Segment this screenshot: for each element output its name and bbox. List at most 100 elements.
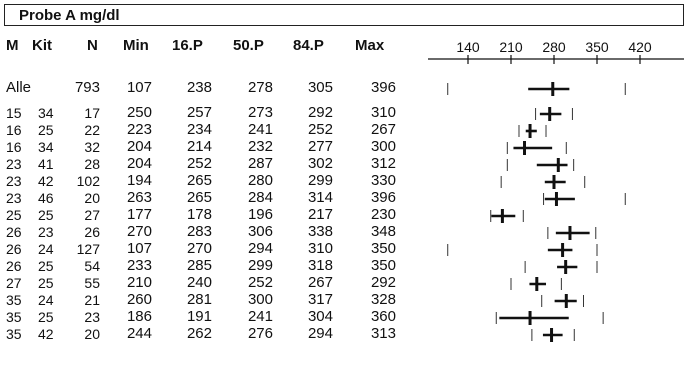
cell-p16: 252	[186, 155, 212, 172]
row-kit: 24	[38, 241, 54, 257]
cell-max: 396	[370, 79, 396, 96]
cell-p16: 265	[186, 172, 212, 189]
title-box: Probe A mg/dl	[4, 4, 684, 26]
row-kit: 25	[38, 275, 54, 291]
cell-min: 177	[126, 206, 152, 223]
header-p50: 50.P	[233, 37, 264, 54]
row-kit: 34	[38, 139, 54, 155]
cell-min: 210	[126, 274, 152, 291]
cell-p84: 292	[307, 104, 333, 121]
cell-min: 233	[126, 257, 152, 274]
cell-n: 27	[84, 207, 100, 223]
cell-min: 107	[126, 240, 152, 257]
cell-p84: 302	[307, 155, 333, 172]
cell-max: 350	[370, 257, 396, 274]
cell-min: 186	[126, 308, 152, 325]
cell-p84: 304	[307, 308, 333, 325]
row-m: 26	[6, 224, 22, 240]
cell-n: 102	[76, 173, 100, 189]
x-tick-label: 280	[542, 39, 566, 55]
cell-max: 267	[370, 121, 396, 138]
x-tick-label: 350	[585, 39, 609, 55]
cell-p16: 283	[186, 223, 212, 240]
cell-p84: 277	[307, 138, 333, 155]
row-m: 26	[6, 241, 22, 257]
cell-max: 350	[370, 240, 396, 257]
cell-p50: 299	[247, 257, 273, 274]
cell-p84: 217	[307, 206, 333, 223]
cell-p84: 310	[307, 240, 333, 257]
cell-min: 270	[126, 223, 152, 240]
cell-n: 32	[84, 139, 100, 155]
cell-p84: 314	[307, 189, 333, 206]
header-p84: 84.P	[293, 37, 324, 54]
cell-p50: 284	[247, 189, 273, 206]
cell-p16: 281	[186, 291, 212, 308]
cell-p84: 299	[307, 172, 333, 189]
cell-n: 55	[84, 275, 100, 291]
row-kit: 25	[38, 122, 54, 138]
cell-p84: 252	[307, 121, 333, 138]
cell-min: 204	[126, 155, 152, 172]
cell-n: 21	[84, 292, 100, 308]
cell-min: 263	[126, 189, 152, 206]
row-m: 15	[6, 105, 22, 121]
row-m: 16	[6, 139, 22, 155]
cell-p50: 232	[247, 138, 273, 155]
cell-p84: 294	[307, 325, 333, 342]
cell-n: 20	[84, 190, 100, 206]
cell-p50: 252	[247, 274, 273, 291]
cell-min: 250	[126, 104, 152, 121]
cell-min: 107	[126, 79, 152, 96]
cell-max: 300	[370, 138, 396, 155]
cell-max: 396	[370, 189, 396, 206]
cell-max: 230	[370, 206, 396, 223]
cell-p16: 270	[186, 240, 212, 257]
row-m: 35	[6, 292, 22, 308]
cell-n: 17	[84, 105, 100, 121]
header-m: M	[6, 37, 19, 54]
row-kit: 24	[38, 292, 54, 308]
cell-p84: 318	[307, 257, 333, 274]
row-kit: 23	[38, 224, 54, 240]
cell-p50: 306	[247, 223, 273, 240]
cell-min: 244	[126, 325, 152, 342]
x-tick-label: 420	[628, 39, 652, 55]
cell-min: 223	[126, 121, 152, 138]
cell-p50: 276	[247, 325, 273, 342]
x-tick-label: 210	[499, 39, 523, 55]
x-tick-label: 140	[456, 39, 480, 55]
cell-p16: 262	[186, 325, 212, 342]
cell-n: 54	[84, 258, 100, 274]
cell-p50: 241	[247, 121, 273, 138]
row-kit: 25	[38, 309, 54, 325]
cell-p50: 287	[247, 155, 273, 172]
cell-min: 194	[126, 172, 152, 189]
cell-p16: 238	[186, 79, 212, 96]
row-m: 23	[6, 156, 22, 172]
row-kit: 46	[38, 190, 54, 206]
cell-n: 26	[84, 224, 100, 240]
cell-p84: 317	[307, 291, 333, 308]
cell-max: 313	[370, 325, 396, 342]
cell-p84: 338	[307, 223, 333, 240]
header-n: N	[87, 37, 98, 54]
row-kit: 41	[38, 156, 54, 172]
row-m: 35	[6, 309, 22, 325]
row-m: 25	[6, 207, 22, 223]
cell-n: 127	[76, 241, 100, 257]
row-kit: 42	[38, 326, 54, 342]
row-m: 16	[6, 122, 22, 138]
cell-n: 20	[84, 326, 100, 342]
row-m: 35	[6, 326, 22, 342]
cell-p50: 196	[247, 206, 273, 223]
cell-p50: 273	[247, 104, 273, 121]
cell-p16: 265	[186, 189, 212, 206]
cell-n: 22	[84, 122, 100, 138]
cell-p84: 267	[307, 274, 333, 291]
row-m: 23	[6, 190, 22, 206]
cell-p50: 278	[247, 79, 273, 96]
cell-n: 23	[84, 309, 100, 325]
cell-p16: 214	[186, 138, 212, 155]
